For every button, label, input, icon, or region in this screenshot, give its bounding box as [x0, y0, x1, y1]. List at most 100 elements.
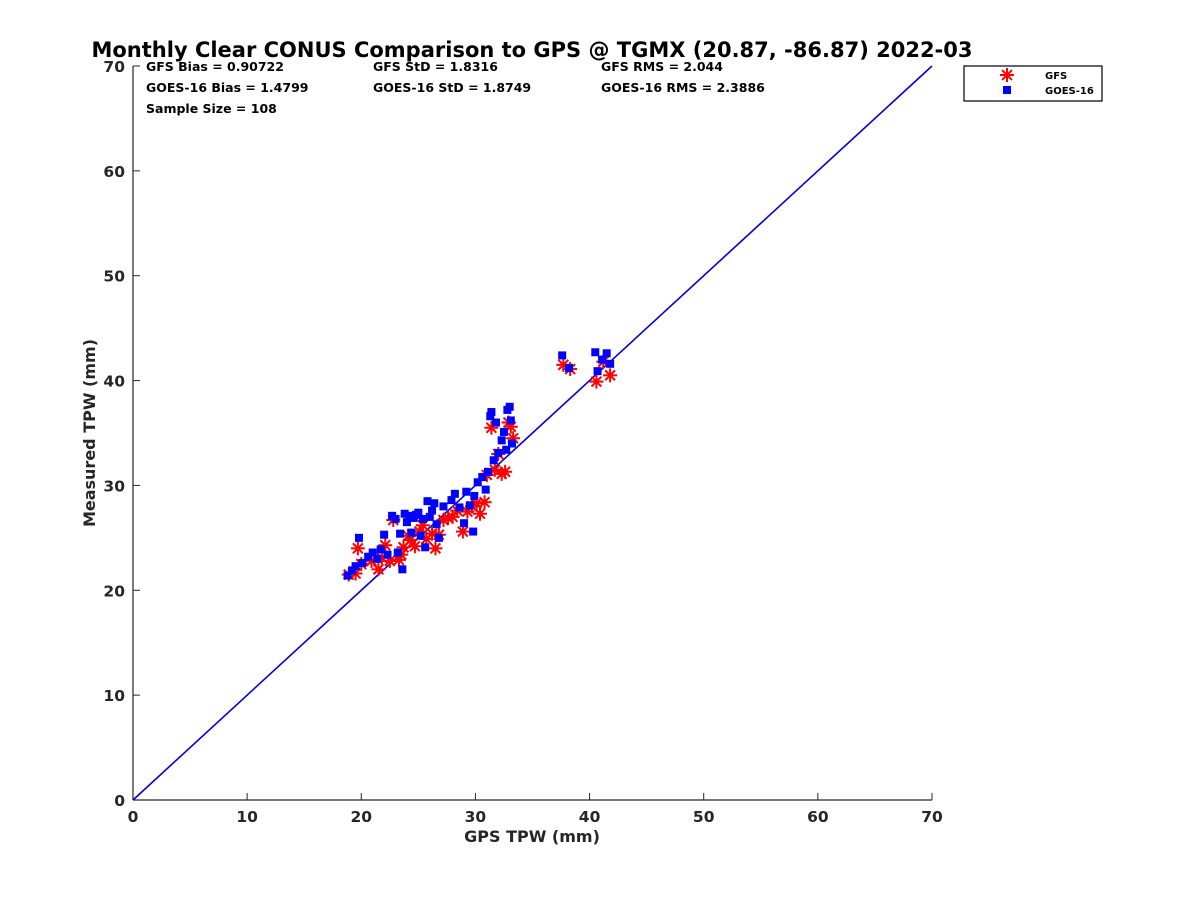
goes-16-point: [373, 554, 382, 563]
goes-16-point: [368, 548, 377, 557]
y-tick-label: 40: [103, 373, 125, 391]
gfs-point: [498, 464, 513, 479]
goes-16-point: [434, 533, 443, 542]
x-tick-label: 50: [693, 808, 715, 826]
gfs-rms-text: GFS RMS = 2.044: [601, 59, 723, 74]
goes-16-point: [439, 502, 448, 511]
goes-16-point: [391, 514, 400, 523]
gfs-point: [472, 506, 487, 521]
x-tick-label: 70: [921, 808, 943, 826]
goes-16-point: [602, 349, 611, 358]
reference-line-layer: [132, 65, 933, 801]
x-tick-label: 10: [236, 808, 258, 826]
goes-16-point: [465, 501, 474, 510]
gfs-point: [603, 368, 618, 383]
goes-16-point: [478, 473, 487, 482]
goes-16-point: [380, 530, 389, 539]
y-tick-label: 10: [103, 687, 125, 705]
goes-16-point: [393, 548, 402, 557]
goes-16-point: [507, 439, 516, 448]
gfs-point: [350, 541, 365, 556]
gfs-point: [407, 539, 422, 554]
goes-16-point: [398, 565, 407, 574]
y-tick-label: 50: [103, 268, 125, 286]
goes-16-point: [421, 543, 430, 552]
goes-16-point: [423, 497, 432, 506]
gfs-point: [455, 524, 470, 539]
goes-16-point: [470, 491, 479, 500]
goes-16-point: [405, 511, 414, 520]
y-tick-label: 60: [103, 163, 125, 181]
goes-16-point: [396, 529, 405, 538]
goes-16-point: [486, 412, 495, 421]
goes-16-point: [418, 514, 427, 523]
goes-rms-text: GOES-16 RMS = 2.3886: [601, 80, 765, 95]
chart-title: Monthly Clear CONUS Comparison to GPS @ …: [91, 38, 972, 62]
y-tick-label: 30: [103, 477, 125, 495]
goes-16-point: [355, 533, 364, 542]
goes-16-point: [497, 436, 506, 445]
goes-16-point: [591, 348, 600, 357]
x-tick-label: 0: [128, 808, 139, 826]
goes-16-point: [483, 467, 492, 476]
goes-16-point: [473, 478, 482, 487]
goes-16-point: [593, 367, 602, 376]
goes-16-point: [447, 496, 456, 505]
goes-16-point: [432, 520, 441, 529]
goes-16-point: [598, 355, 607, 364]
legend: GFS GOES-16: [963, 65, 1103, 102]
gfs-bias-text: GFS Bias = 0.90722: [146, 59, 284, 74]
goes-16-point: [491, 418, 500, 427]
ticks: 0 10 20 30 40 50 60 70 0 10 20 30 40 50 60 70: [103, 58, 943, 826]
y-axis-label: Measured TPW (mm): [80, 339, 99, 527]
goes-16-point: [400, 509, 409, 518]
goes-16-point: [502, 445, 511, 454]
gfs-std-text: GFS StD = 1.8316: [373, 59, 498, 74]
goes-16-point: [558, 351, 567, 360]
goes-16-point: [416, 531, 425, 540]
x-tick-label: 30: [465, 808, 487, 826]
legend-gfs-asterisk: [1000, 68, 1014, 82]
goes-16-point: [462, 487, 471, 496]
goes-16-point: [565, 363, 574, 372]
gfs-point: [477, 495, 492, 510]
y-tick-label: 0: [114, 792, 125, 810]
goes-16-point: [343, 571, 352, 580]
reference-line: [132, 65, 933, 801]
gfs-point: [589, 374, 604, 389]
goes-16-point: [494, 448, 503, 457]
goes-16-point: [351, 562, 360, 571]
goes-16-point: [425, 512, 434, 521]
goes-std-text: GOES-16 StD = 1.8749: [373, 80, 531, 95]
gfs-point: [371, 562, 386, 577]
x-tick-label: 40: [579, 808, 601, 826]
goes-16-point: [450, 489, 459, 498]
goes-16-point: [460, 519, 469, 528]
goes-16-point: [376, 545, 385, 554]
goes-16-point: [606, 359, 615, 368]
goes-16-point: [489, 456, 498, 465]
goes-16-point: [505, 402, 514, 411]
x-axis-label: GPS TPW (mm): [464, 827, 600, 846]
legend-gfs-label: GFS: [1045, 71, 1067, 82]
x-tick-label: 20: [350, 808, 372, 826]
legend-gfs-asterisk-icon: [1000, 68, 1014, 82]
goes-16-point: [481, 485, 490, 494]
goes-16-point: [414, 508, 423, 517]
goes-16-point: [455, 503, 464, 512]
goes-16-point: [487, 408, 496, 417]
goes-16-point: [364, 552, 373, 561]
goes-16-point: [428, 506, 437, 515]
x-tick-label: 60: [807, 808, 829, 826]
goes-16-point: [358, 559, 367, 568]
goes-16-point: [430, 499, 439, 508]
legend-goes-square-icon: [1003, 86, 1011, 94]
goes-16-point: [499, 427, 508, 436]
goes-16-point: [506, 416, 515, 425]
sample-size-text: Sample Size = 108: [146, 101, 277, 116]
goes-16-point: [407, 528, 416, 537]
legend-box: [963, 65, 1103, 102]
goes-bias-text: GOES-16 Bias = 1.4799: [146, 80, 308, 95]
goes-16-series: [343, 348, 615, 580]
